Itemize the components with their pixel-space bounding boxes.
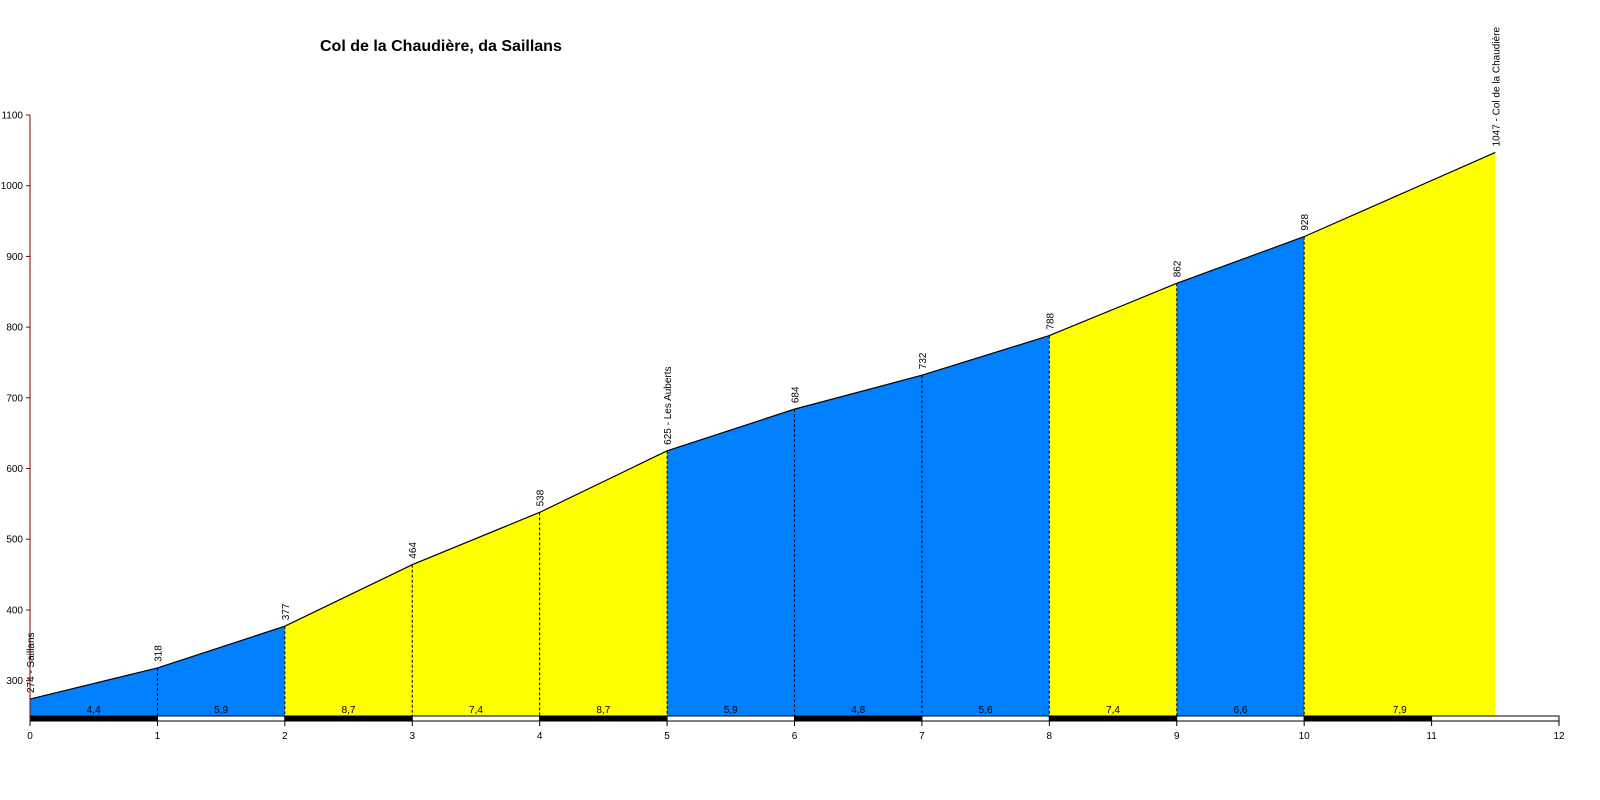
y-tick-label: 300 <box>6 676 23 687</box>
km-bar-block <box>284 715 413 722</box>
elevation-label: 318 <box>153 645 164 662</box>
km-bar-block <box>1431 715 1560 722</box>
segment-fill <box>539 450 668 716</box>
profile-line-group <box>29 151 1496 700</box>
chart-title: Col de la Chaudière, da Saillans <box>320 38 562 55</box>
x-tick-label: 12 <box>1553 731 1565 742</box>
gradient-label: 7,4 <box>469 705 483 716</box>
segment-fill <box>412 512 540 716</box>
gradient-labels: 4,4 5,9 8,7 7,4 8,7 5,9 4,8 5,6 7,4 6,6 7,9 <box>87 705 1407 716</box>
x-tick-label: 1 <box>155 731 161 742</box>
elevation-label: 788 <box>1045 312 1056 329</box>
elevation-label: 928 <box>1300 213 1311 230</box>
segment-fill <box>1176 236 1305 716</box>
gradient-label: 6,6 <box>1234 705 1248 716</box>
segment-fill <box>667 409 795 716</box>
y-tick-label: 900 <box>6 252 23 263</box>
km-bar-block <box>539 715 668 722</box>
x-tick-label: 6 <box>792 731 798 742</box>
x-tick-label: 5 <box>664 731 670 742</box>
km-bar-block <box>1303 715 1433 722</box>
x-tick-label: 4 <box>537 731 543 742</box>
km-bar-block <box>666 715 795 722</box>
segment-fill <box>284 564 413 716</box>
segment-fill <box>1304 152 1496 716</box>
km-bar-block <box>1176 715 1305 722</box>
gradient-label: 5,9 <box>724 705 738 716</box>
x-tick-label: 8 <box>1047 731 1053 742</box>
y-tick-label: 800 <box>6 323 23 334</box>
gradient-label: 4,4 <box>87 705 101 716</box>
segment-fill <box>921 335 1050 716</box>
x-tick-label: 3 <box>409 731 415 742</box>
x-tick-label: 2 <box>282 731 288 742</box>
segment-dividers <box>156 236 1305 716</box>
x-tick-label: 10 <box>1299 731 1311 742</box>
elevation-label: 684 <box>791 386 802 403</box>
y-tick-label: 500 <box>6 535 23 546</box>
segment-fill <box>794 375 922 716</box>
y-axis-ticks: 300 400 500 600 700 800 900 1000 1100 <box>1 111 30 687</box>
profile-line <box>29 151 1496 700</box>
km-bar-block <box>29 715 158 722</box>
y-tick-label: 1100 <box>1 111 23 122</box>
elevation-label: 274 - Saillans <box>26 632 37 693</box>
segment-fill <box>1049 283 1177 716</box>
gradient-label: 8,7 <box>342 705 356 716</box>
segment-fill <box>30 667 158 716</box>
km-bar-block <box>921 715 1050 722</box>
y-tick-label: 1000 <box>1 181 24 192</box>
elevation-label: 625 - Les Auberts <box>663 366 674 444</box>
gradient-label: 7,4 <box>1106 705 1120 716</box>
gradient-label: 8,7 <box>596 705 610 716</box>
km-bar-block <box>794 715 923 722</box>
x-axis-ticks: 0 1 2 3 4 5 6 7 8 9 10 11 12 <box>27 721 1565 742</box>
gradient-label: 5,9 <box>214 705 228 716</box>
x-tick-label: 0 <box>27 731 33 742</box>
y-tick-label: 600 <box>6 464 23 475</box>
x-tick-label: 11 <box>1426 731 1437 742</box>
km-bar-block <box>156 715 286 722</box>
segment-fill <box>157 626 285 716</box>
x-tick-label: 7 <box>919 731 925 742</box>
elevation-label: 862 <box>1173 260 1184 277</box>
elevation-label: 464 <box>408 542 419 559</box>
gradient-label: 5,6 <box>979 705 993 716</box>
elevation-label: 732 <box>918 352 929 369</box>
km-bar-block <box>411 715 541 722</box>
km-bar-block <box>1048 715 1178 722</box>
y-tick-label: 400 <box>6 605 23 616</box>
gradient-label: 7,9 <box>1393 705 1407 716</box>
gradient-label: 4,8 <box>851 705 865 716</box>
x-tick-label: 9 <box>1174 731 1180 742</box>
elevation-label: 1047 - Col de la Chaudière <box>1491 27 1502 147</box>
elevation-labels: 274 - Saillans 318 377 464 538 625 - Les Aube… <box>26 27 1502 694</box>
elevation-label: 377 <box>281 603 292 620</box>
km-scale-bar <box>29 715 1560 722</box>
y-tick-label: 700 <box>6 393 23 404</box>
elevation-label: 538 <box>536 489 547 506</box>
segment-fills <box>30 152 1496 716</box>
